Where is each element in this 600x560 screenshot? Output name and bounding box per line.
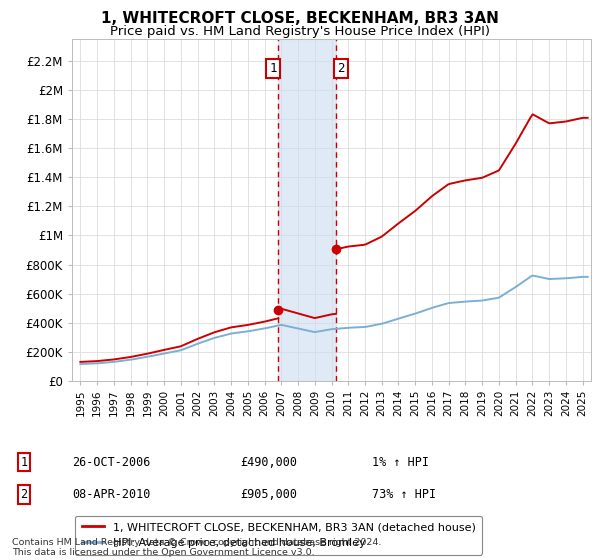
Text: 2: 2 bbox=[20, 488, 28, 501]
Text: 1: 1 bbox=[20, 455, 28, 469]
Text: Contains HM Land Registry data © Crown copyright and database right 2024.
This d: Contains HM Land Registry data © Crown c… bbox=[12, 538, 382, 557]
Text: 1% ↑ HPI: 1% ↑ HPI bbox=[372, 455, 429, 469]
Text: 26-OCT-2006: 26-OCT-2006 bbox=[72, 455, 151, 469]
Text: 1, WHITECROFT CLOSE, BECKENHAM, BR3 3AN: 1, WHITECROFT CLOSE, BECKENHAM, BR3 3AN bbox=[101, 11, 499, 26]
Legend: 1, WHITECROFT CLOSE, BECKENHAM, BR3 3AN (detached house), HPI: Average price, de: 1, WHITECROFT CLOSE, BECKENHAM, BR3 3AN … bbox=[75, 516, 482, 554]
Text: 1: 1 bbox=[269, 62, 277, 75]
Text: £905,000: £905,000 bbox=[240, 488, 297, 501]
Text: 2: 2 bbox=[337, 62, 345, 75]
Text: 08-APR-2010: 08-APR-2010 bbox=[72, 488, 151, 501]
Text: 73% ↑ HPI: 73% ↑ HPI bbox=[372, 488, 436, 501]
Text: Price paid vs. HM Land Registry's House Price Index (HPI): Price paid vs. HM Land Registry's House … bbox=[110, 25, 490, 38]
Text: £490,000: £490,000 bbox=[240, 455, 297, 469]
Bar bbox=[278, 39, 336, 381]
